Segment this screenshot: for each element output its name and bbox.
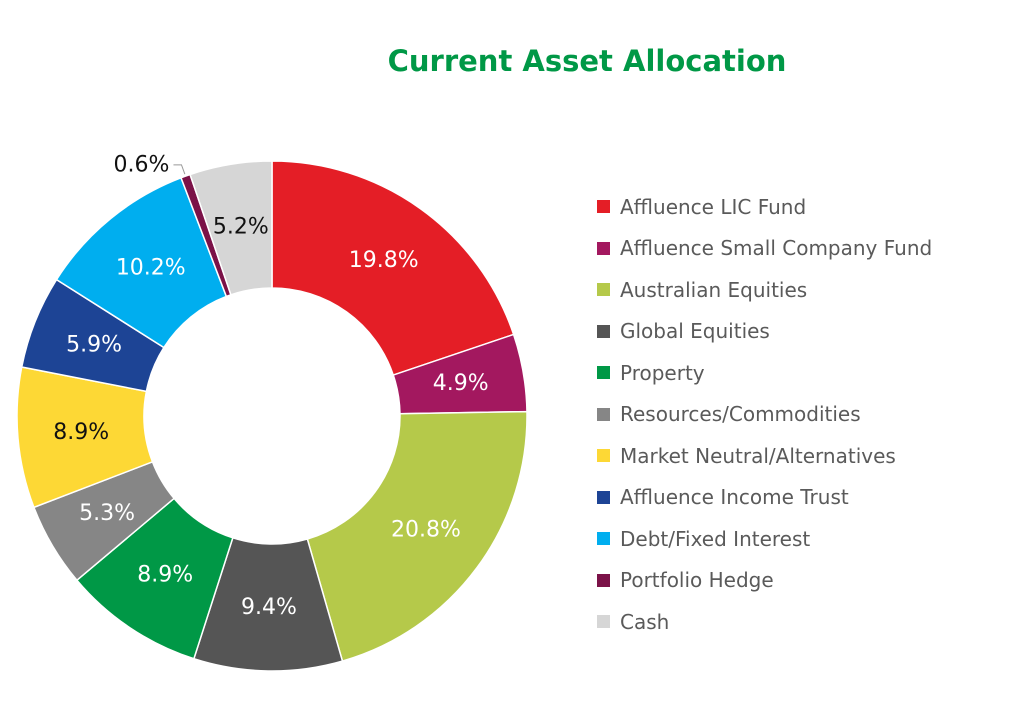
legend-swatch bbox=[597, 283, 610, 297]
legend-label: Cash bbox=[620, 609, 670, 634]
slice-label-cash: 5.2% bbox=[213, 215, 269, 240]
slice-label-affluence-small-company-fund: 4.9% bbox=[433, 371, 489, 396]
slice-cash bbox=[189, 160, 273, 296]
legend-label: Australian Equities bbox=[620, 277, 808, 302]
legend-swatch bbox=[597, 490, 610, 504]
legend-item-global-equities: Global Equities bbox=[597, 311, 932, 353]
slice-label-affluence-lic-fund: 19.8% bbox=[349, 248, 419, 273]
legend-swatch bbox=[597, 366, 610, 380]
chart-title: Current Asset Allocation bbox=[387, 44, 787, 78]
legend-item-property: Property bbox=[597, 352, 932, 394]
legend-swatch bbox=[597, 449, 610, 463]
slice-australian-equities bbox=[306, 410, 528, 663]
legend-label: Global Equities bbox=[620, 319, 770, 344]
legend-item-resources-commodities: Resources/Commodities bbox=[597, 394, 932, 436]
slice-label-global-equities: 9.4% bbox=[241, 595, 297, 620]
legend-swatch bbox=[597, 407, 610, 421]
legend-item-affluence-lic-fund: Affluence LIC Fund bbox=[597, 186, 932, 228]
legend-label: Market Neutral/Alternatives bbox=[620, 443, 896, 468]
legend-label: Debt/Fixed Interest bbox=[620, 526, 811, 551]
slice-label-resources-commodities: 5.3% bbox=[79, 501, 135, 526]
legend-swatch bbox=[597, 573, 610, 587]
legend-label: Affluence Income Trust bbox=[620, 485, 849, 510]
slice-label-portfolio-hedge: 0.6% bbox=[114, 152, 170, 177]
legend-swatch bbox=[597, 200, 610, 214]
legend-label: Property bbox=[620, 360, 705, 385]
legend-swatch bbox=[597, 615, 610, 629]
slice-label-australian-equities: 20.8% bbox=[391, 517, 461, 542]
legend-item-affluence-income-trust: Affluence Income Trust bbox=[597, 477, 932, 519]
legend-item-portfolio-hedge: Portfolio Hedge bbox=[597, 560, 932, 602]
legend-label: Affluence Small Company Fund bbox=[620, 236, 933, 261]
legend-label: Portfolio Hedge bbox=[620, 568, 774, 593]
legend-label: Resources/Commodities bbox=[620, 402, 861, 427]
legend-label: Affluence LIC Fund bbox=[620, 194, 807, 219]
legend-swatch bbox=[597, 324, 610, 338]
legend-item-australian-equities: Australian Equities bbox=[597, 269, 932, 311]
chart-legend: Affluence LIC Fund Affluence Small Compan… bbox=[597, 186, 932, 643]
slice-label-debt-fixed-interest: 10.2% bbox=[116, 255, 186, 280]
legend-item-affluence-small-company-fund: Affluence Small Company Fund bbox=[597, 228, 932, 270]
slice-affluence-lic-fund bbox=[271, 160, 515, 377]
legend-swatch bbox=[597, 532, 610, 546]
legend-swatch bbox=[597, 241, 610, 255]
slice-label-affluence-income-trust: 5.9% bbox=[66, 333, 122, 358]
slice-label-property: 8.9% bbox=[137, 562, 193, 587]
legend-item-market-neutral-alternatives: Market Neutral/Alternatives bbox=[597, 435, 932, 477]
legend-item-debt-fixed-interest: Debt/Fixed Interest bbox=[597, 518, 932, 560]
leader-line-portfolio-hedge bbox=[173, 164, 186, 175]
legend-item-cash: Cash bbox=[597, 601, 932, 643]
slice-label-market-neutral-alternatives: 8.9% bbox=[53, 420, 109, 445]
